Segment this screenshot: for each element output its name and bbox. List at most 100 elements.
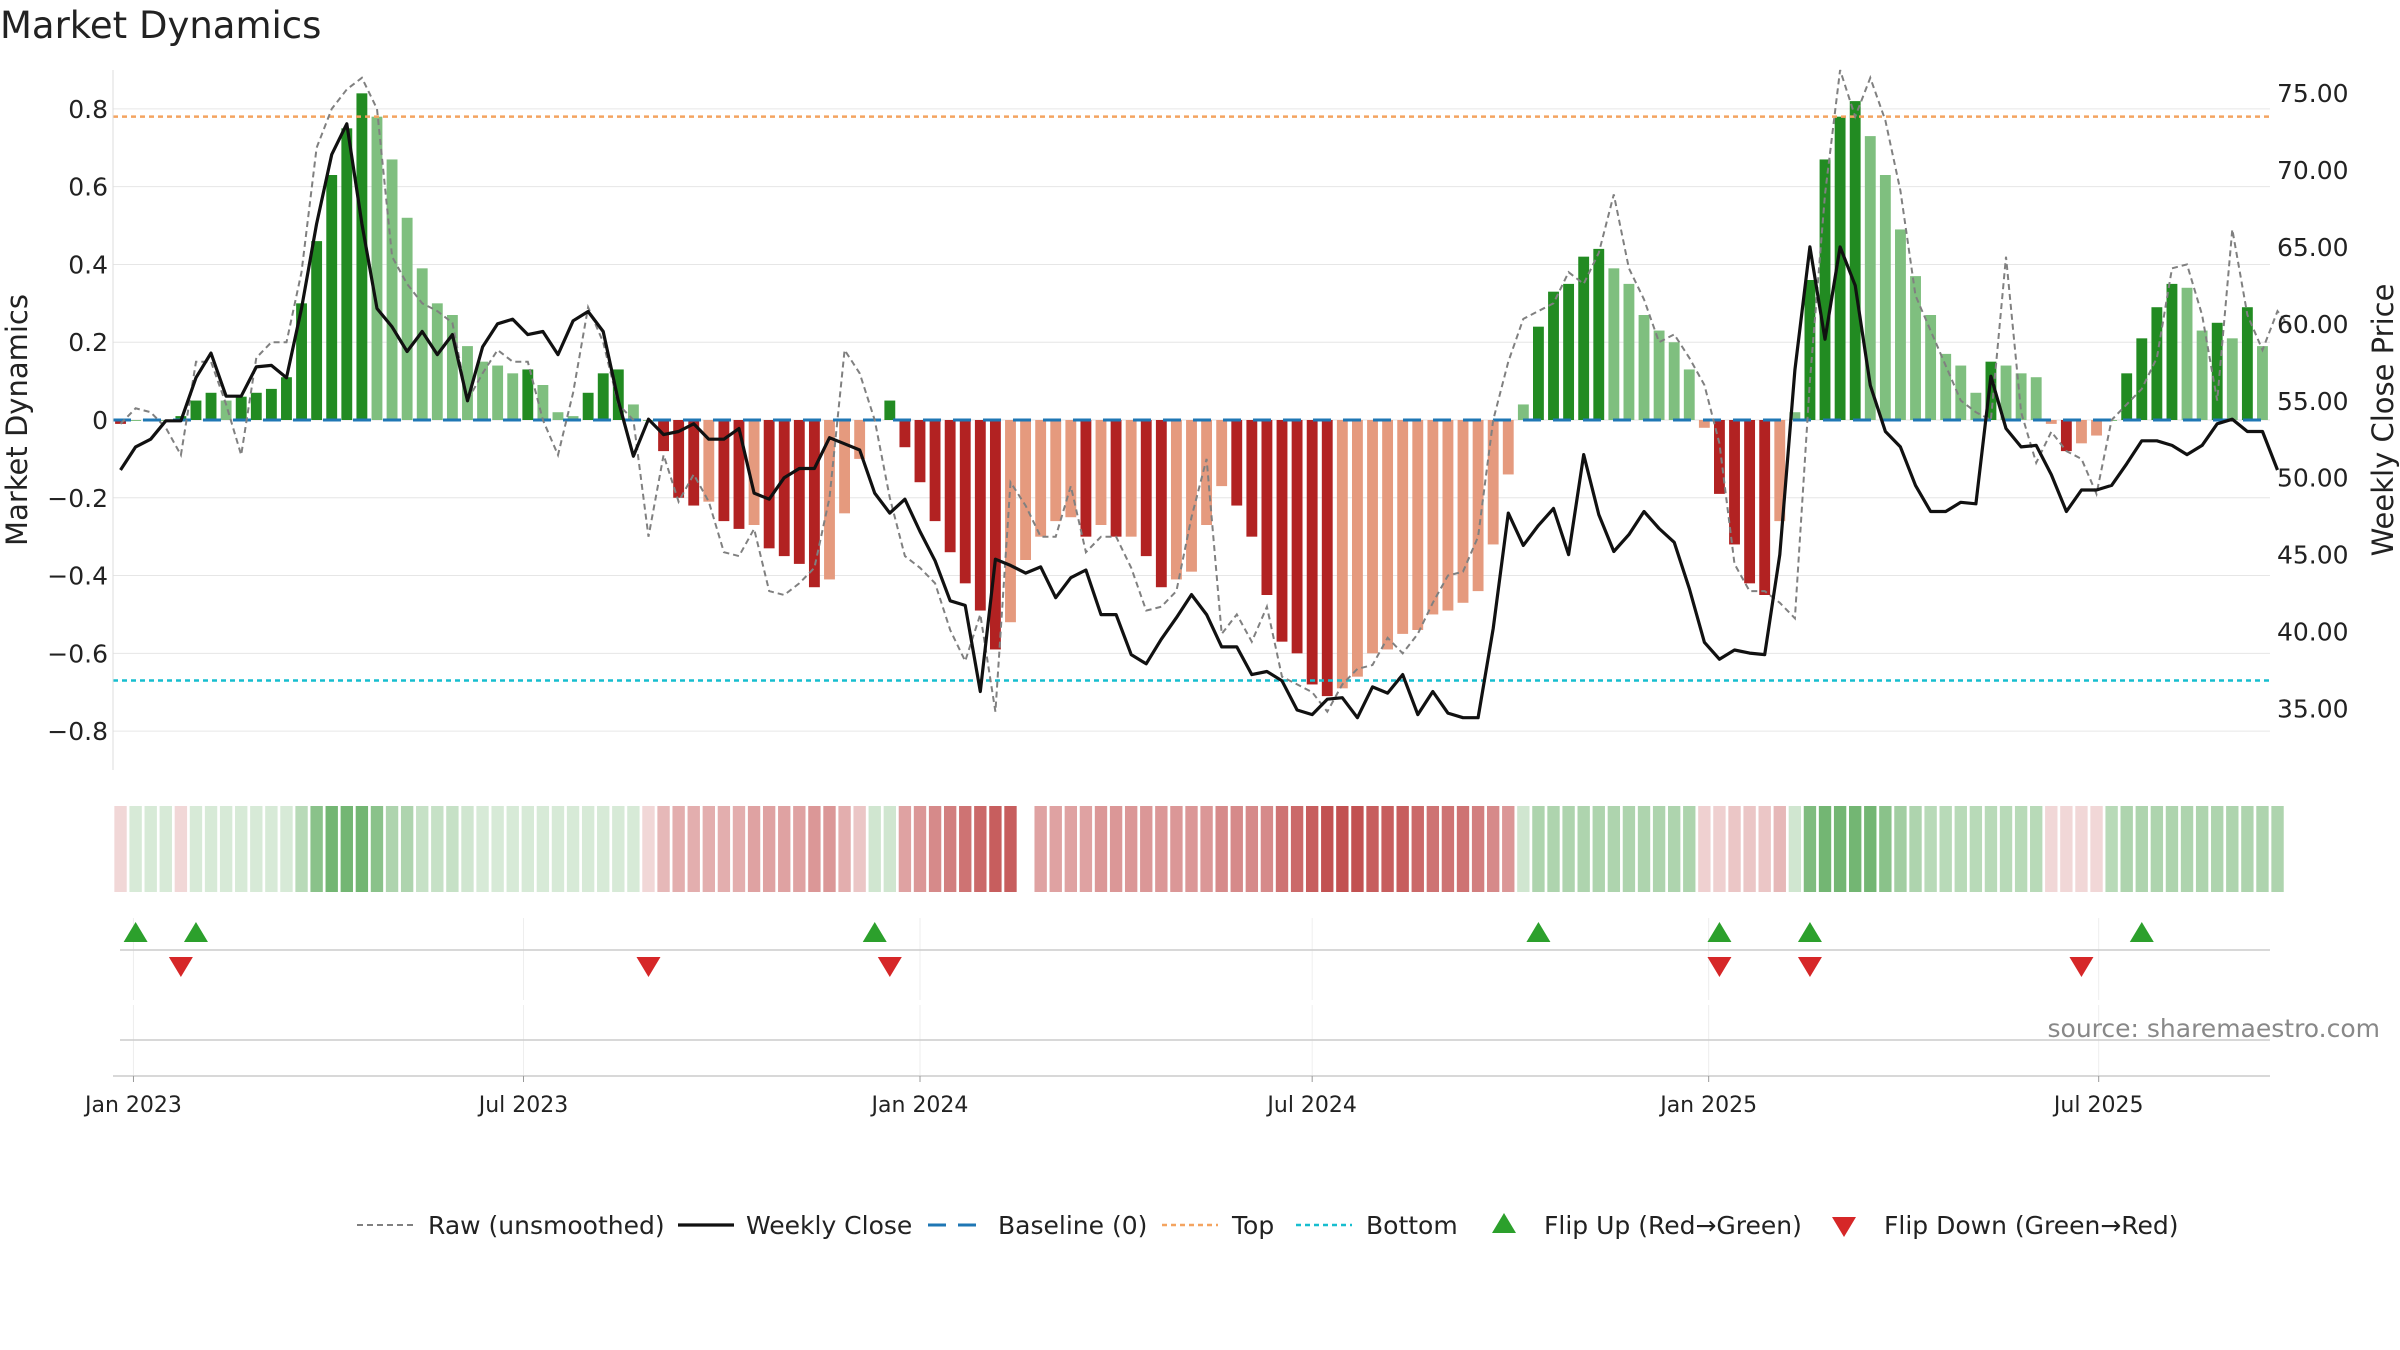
legend-item-raw: Raw (unsmoothed) (357, 1211, 665, 1240)
bar (386, 159, 398, 420)
x-tick-label: Jul 2023 (477, 1093, 569, 1118)
bar (2226, 338, 2238, 420)
bar (2151, 307, 2163, 420)
regime-cell (1788, 806, 1802, 892)
regime-cell (1155, 806, 1168, 892)
regime-cell (612, 806, 625, 892)
bar (1910, 276, 1921, 420)
regime-cell (400, 806, 414, 892)
regime-cell (943, 806, 957, 892)
regime-cell (219, 806, 233, 892)
regime-cell (687, 806, 700, 892)
bar (1125, 420, 1137, 537)
bar (884, 400, 896, 420)
regime-cell (597, 806, 610, 892)
bar (1834, 116, 1846, 421)
regime-cell (551, 806, 565, 892)
regime-cell (823, 806, 836, 892)
bar (1065, 420, 1077, 518)
legend-swatch (1832, 1217, 1856, 1237)
regime-cell (1758, 806, 1771, 892)
regime-cell (1396, 806, 1409, 892)
bar-series (115, 93, 2268, 697)
bar (944, 420, 956, 553)
regime-cell (1245, 806, 1259, 892)
bar (899, 420, 911, 448)
regime-cell (310, 806, 323, 892)
legend-label: Baseline (0) (998, 1211, 1147, 1240)
regime-cell (1471, 806, 1485, 892)
regime-cell (2075, 806, 2088, 892)
bar (2166, 283, 2178, 420)
regime-cell (325, 806, 338, 892)
bar (1789, 412, 1801, 420)
regime-cell (1411, 806, 1424, 892)
flip-up-marker (1797, 922, 1822, 942)
regime-cell (1713, 806, 1726, 892)
right-tick-label: 70.00 (2277, 156, 2349, 185)
bar (1759, 420, 1771, 595)
bar (1412, 420, 1424, 630)
regime-cell (1547, 806, 1560, 892)
regime-cell (1592, 806, 1605, 892)
bar (1005, 420, 1016, 623)
regime-cell (129, 806, 142, 892)
regime-cell (2060, 806, 2073, 892)
regime-cell (1743, 806, 1756, 892)
bar (1155, 420, 1167, 588)
right-tick-label: 45.00 (2277, 541, 2349, 570)
bar (1744, 420, 1756, 584)
bar (2045, 420, 2057, 424)
bar (1080, 420, 1092, 537)
bar (1186, 420, 1197, 572)
regime-cell (1275, 806, 1289, 892)
regime-cell (265, 806, 278, 892)
regime-cell (1004, 806, 1017, 892)
regime-cell (989, 806, 1002, 892)
bar (1382, 420, 1394, 650)
regime-cell (1426, 806, 1440, 892)
regime-cell (1321, 806, 1334, 892)
regime-cell (1969, 806, 1983, 892)
bar (311, 241, 323, 420)
regime-cell (1170, 806, 1183, 892)
axes: 0.8 0.6 0.4 0.2 0 −0.2 −0.4 −0.6 −0.8 75.00 70.00 6… (0, 70, 2400, 1118)
regime-cell (2180, 806, 2194, 892)
bar (1035, 420, 1047, 537)
bar (235, 396, 247, 420)
bar (1517, 404, 1529, 420)
legend-item-flip_down: Flip Down (Green→Red) (1832, 1211, 2179, 1240)
bar (1593, 248, 1605, 420)
regime-cell (1049, 806, 1062, 892)
bar (1638, 315, 1650, 420)
regime-cell (1607, 806, 1621, 892)
right-tick-label: 55.00 (2277, 387, 2349, 416)
bar (1864, 136, 1876, 420)
left-tick-label: 0.6 (68, 173, 108, 202)
bar (371, 116, 383, 421)
right-tick-label: 75.00 (2277, 79, 2349, 108)
bar (1020, 420, 1032, 560)
regime-cell (1637, 806, 1651, 892)
regime-cell (1502, 806, 1515, 892)
regime-cell (1230, 806, 1243, 892)
bar (220, 400, 232, 420)
left-axis-title: Market Dynamics (0, 294, 34, 546)
regime-strip (114, 806, 2284, 892)
legend-item-flip_up: Flip Up (Red→Green) (1492, 1211, 1802, 1240)
regime-cell (1079, 806, 1093, 892)
bar (1698, 420, 1710, 428)
bar (763, 420, 775, 549)
regime-cell (928, 806, 942, 892)
regime-cell (1064, 806, 1078, 892)
regime-cell (1652, 806, 1666, 892)
regime-cell (2165, 806, 2179, 892)
regime-cell (1034, 806, 1047, 892)
left-tick-label: −0.6 (47, 639, 108, 668)
regime-cell (2045, 806, 2058, 892)
regime-cell (1109, 806, 1123, 892)
regime-cell (114, 806, 127, 892)
left-tick-label: −0.8 (47, 717, 108, 746)
regime-cell (1954, 806, 1967, 892)
bar (1427, 420, 1439, 615)
